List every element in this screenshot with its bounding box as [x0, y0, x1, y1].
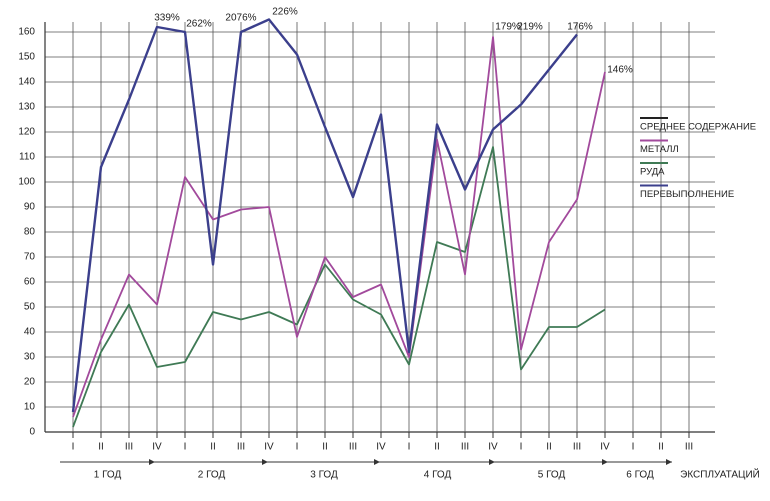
y-tick-label: 0: [29, 427, 35, 438]
y-tick-label: 40: [24, 327, 36, 338]
annotation: 339%: [154, 13, 180, 24]
group-label: 3 ГОД: [310, 470, 338, 481]
series-line: [72, 146, 606, 428]
y-tick-label: 10: [24, 402, 36, 413]
series-line: [72, 36, 606, 418]
x-tick-label: II: [658, 442, 664, 453]
x-tick-label: I: [184, 442, 187, 453]
x-tick-label: III: [237, 442, 245, 453]
x-tick-label: III: [349, 442, 357, 453]
x-tick-label: IV: [488, 442, 498, 453]
y-tick-label: 20: [24, 377, 36, 388]
x-tick-label: II: [210, 442, 216, 453]
x-tick-label: I: [72, 442, 75, 453]
x-tick-label: II: [98, 442, 104, 453]
y-tick-label: 90: [24, 202, 36, 213]
series-line: [71, 18, 578, 413]
x-tick-label: IV: [376, 442, 386, 453]
x-tick-label: I: [520, 442, 523, 453]
legend-label: ПЕРЕВЫПОЛНЕНИЕ: [640, 189, 734, 200]
x-tick-label: II: [434, 442, 440, 453]
arrow-head: [666, 459, 672, 465]
x-tick-label: IV: [152, 442, 162, 453]
annotation: 226%: [272, 7, 298, 18]
annotation: 219%: [517, 22, 543, 33]
y-tick-label: 150: [18, 52, 35, 63]
legend-label: СРЕДНЕЕ СОДЕРЖАНИЕ: [640, 122, 756, 133]
group-label: 1 ГОД: [94, 470, 122, 481]
group-label: 5 ГОД: [538, 470, 566, 481]
annotation: 262%: [186, 19, 212, 30]
y-tick-label: 30: [24, 352, 36, 363]
y-tick-label: 110: [19, 152, 35, 163]
annotation: 179%: [495, 22, 521, 33]
y-tick-label: 130: [18, 102, 35, 113]
annotation: 2076%: [225, 13, 256, 24]
group-label: 4 ГОД: [424, 470, 452, 481]
x-tick-label: II: [322, 442, 328, 453]
arrow-head: [149, 459, 155, 465]
legend-label: МЕТАЛЛ: [640, 144, 679, 155]
y-tick-label: 50: [24, 302, 36, 313]
y-tick-label: 160: [18, 27, 35, 38]
group-label: 2 ГОД: [198, 470, 226, 481]
arrow-head: [489, 459, 495, 465]
y-tick-label: 80: [24, 227, 36, 238]
x-tick-label: III: [573, 442, 581, 453]
x-tick-label: III: [461, 442, 469, 453]
arrow-head: [602, 459, 608, 465]
y-tick-label: 60: [24, 277, 36, 288]
arrow-head: [262, 459, 268, 465]
y-tick-label: 70: [24, 252, 36, 263]
x-tick-label: I: [296, 442, 299, 453]
annotation: 176%: [567, 22, 593, 33]
y-tick-label: 140: [18, 77, 35, 88]
x-tick-label: II: [546, 442, 552, 453]
group-label: 6 ГОД: [626, 470, 654, 481]
x-tick-label: I: [632, 442, 635, 453]
y-tick-label: 100: [18, 177, 35, 188]
x-tick-label: I: [408, 442, 411, 453]
x-tick-label: IV: [600, 442, 610, 453]
y-tick-label: 120: [18, 127, 35, 138]
legend-label: РУДА: [640, 167, 665, 178]
x-tick-label: IV: [264, 442, 274, 453]
arrow-head: [374, 459, 380, 465]
x-tick-label: III: [125, 442, 133, 453]
group-label: ЭКСПЛУАТАЦИЙ: [680, 468, 760, 481]
x-tick-label: III: [685, 442, 693, 453]
annotation: 146%: [607, 65, 633, 76]
